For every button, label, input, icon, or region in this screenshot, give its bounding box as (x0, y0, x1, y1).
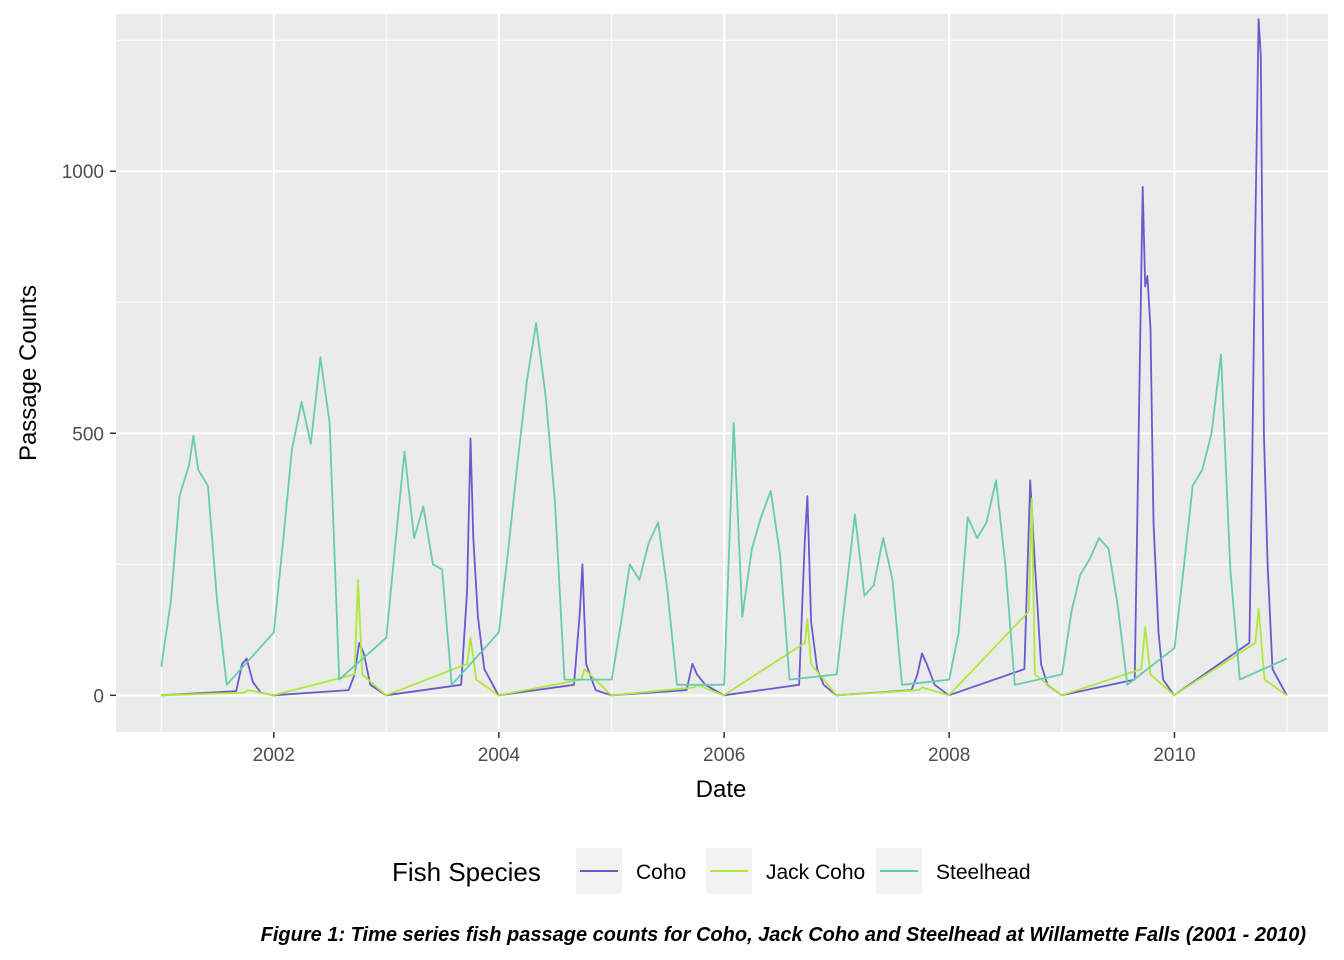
series-line-steelhead (160, 322, 1288, 686)
legend-label: Steelhead (936, 861, 1031, 884)
minor-gridlines (116, 14, 1328, 732)
legend-label: Jack Coho (766, 861, 865, 884)
series-line-coho (161, 18, 1288, 697)
x-axis: 2002 2004 2006 2008 2010 (253, 732, 1196, 766)
y-axis-title: Passage Counts (15, 285, 42, 461)
figure-caption: Figure 1: Time series fish passage count… (261, 924, 1307, 946)
x-tick-label: 2008 (928, 745, 970, 766)
x-tick-label: 2002 (253, 745, 295, 766)
legend-label: Coho (636, 861, 686, 884)
y-tick-label: 0 (93, 686, 104, 707)
y-axis: 0 500 1000 (62, 162, 116, 707)
major-gridlines (116, 14, 1328, 732)
series-lines (160, 18, 1288, 697)
y-tick-label: 1000 (62, 162, 104, 183)
x-tick-label: 2006 (703, 745, 745, 766)
panel-background (116, 14, 1328, 732)
x-tick-label: 2004 (478, 745, 521, 766)
series-line-jack-coho (161, 497, 1288, 697)
legend: Fish Species Coho Jack Coho Steelhead (392, 848, 1031, 894)
y-tick-label: 500 (72, 424, 104, 445)
legend-title: Fish Species (392, 857, 541, 887)
legend-items: Coho Jack Coho Steelhead (576, 848, 1031, 894)
x-tick-label: 2010 (1153, 745, 1195, 766)
x-axis-title: Date (696, 776, 747, 803)
